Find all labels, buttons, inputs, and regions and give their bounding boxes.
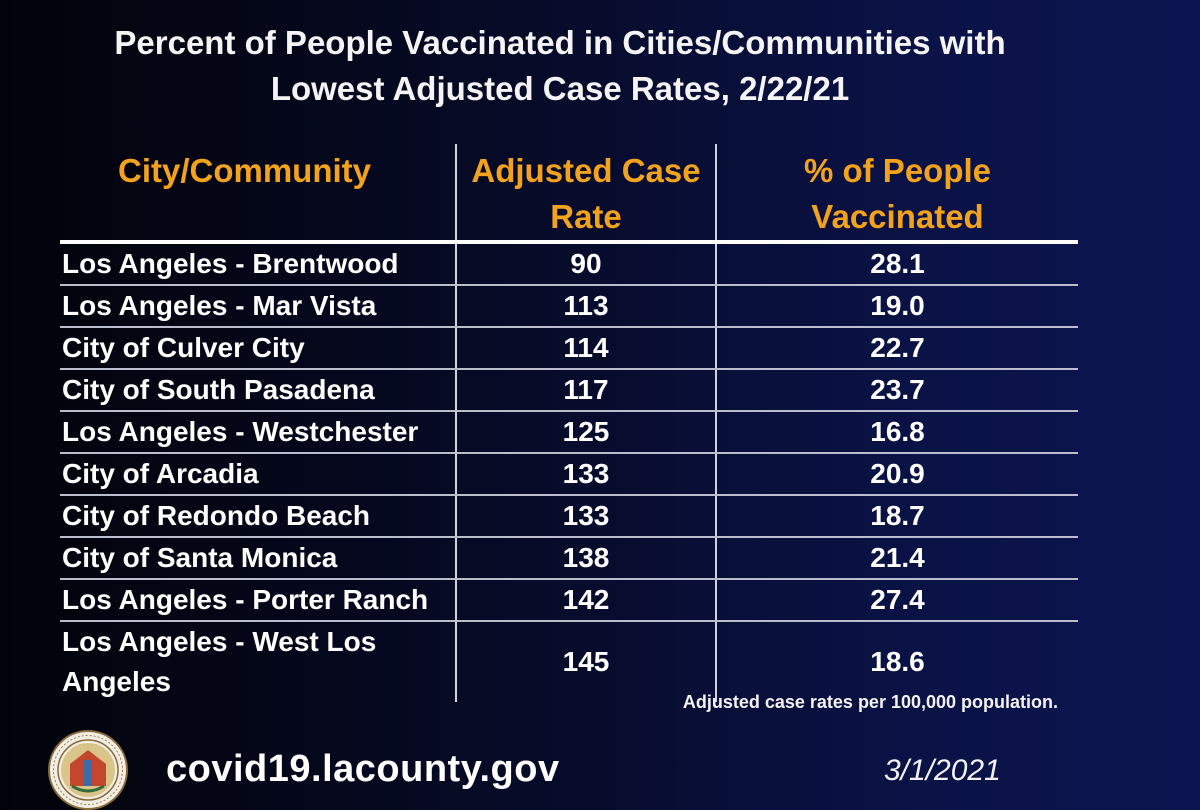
cell-community: Los Angeles - Porter Ranch <box>62 584 429 615</box>
cell-rate: 142 <box>455 580 715 620</box>
cell-rate: 133 <box>455 496 715 536</box>
cell-vaccinated: 19.0 <box>715 286 1078 326</box>
cell-community: City of Arcadia <box>62 458 259 489</box>
cell-community: City of Culver City <box>62 332 305 363</box>
cell-community: Los Angeles - Mar Vista <box>62 290 377 321</box>
table-row: City of South Pasadena 117 23.7 <box>60 370 1078 412</box>
cell-vaccinated: 18.7 <box>715 496 1078 536</box>
header-rate-line1: Adjusted Case <box>471 152 701 189</box>
cell-rate: 113 <box>455 286 715 326</box>
table-row: City of Arcadia 133 20.9 <box>60 454 1078 496</box>
header-vacc-line2: Vaccinated <box>811 198 984 235</box>
table-row: City of Redondo Beach 133 18.7 <box>60 496 1078 538</box>
table-row: City of Culver City 114 22.7 <box>60 328 1078 370</box>
cell-vaccinated: 28.1 <box>715 244 1078 284</box>
cell-community: Los Angeles - West Los Angeles <box>62 626 377 697</box>
footnote: Adjusted case rates per 100,000 populati… <box>682 692 1058 712</box>
slide-title-line1: Percent of People Vaccinated in Cities/C… <box>114 24 1006 61</box>
county-seal-icon <box>48 730 128 810</box>
table-header: City/Community Adjusted Case Rate % of P… <box>60 144 1078 244</box>
cell-community: Los Angeles - Brentwood <box>62 248 399 279</box>
data-table: City/Community Adjusted Case Rate % of P… <box>60 144 1078 702</box>
table-row: City of Santa Monica 138 21.4 <box>60 538 1078 580</box>
cell-vaccinated: 20.9 <box>715 454 1078 494</box>
cell-rate: 133 <box>455 454 715 494</box>
cell-community: Los Angeles - Westchester <box>62 416 419 447</box>
header-vaccinated: % of People Vaccinated <box>715 144 1078 240</box>
cell-vaccinated: 23.7 <box>715 370 1078 410</box>
table-row: Los Angeles - West Los Angeles 145 18.6 <box>60 622 1078 702</box>
cell-community: City of Santa Monica <box>62 542 338 573</box>
cell-rate: 90 <box>455 244 715 284</box>
slide-date: 3/1/2021 <box>884 754 1001 787</box>
cell-vaccinated: 21.4 <box>715 538 1078 578</box>
cell-rate: 117 <box>455 370 715 410</box>
header-rate-line2: Rate <box>550 198 622 235</box>
table-row: Los Angeles - Westchester 125 16.8 <box>60 412 1078 454</box>
cell-vaccinated: 27.4 <box>715 580 1078 620</box>
slide-title-line2: Lowest Adjusted Case Rates, 2/22/21 <box>270 70 850 107</box>
header-rate: Adjusted Case Rate <box>455 144 715 240</box>
header-community: City/Community <box>118 152 372 189</box>
cell-rate: 138 <box>455 538 715 578</box>
cell-rate: 145 <box>455 622 715 702</box>
cell-community: City of South Pasadena <box>62 374 375 405</box>
cell-vaccinated: 18.6 <box>715 622 1078 702</box>
cell-community: City of Redondo Beach <box>62 500 371 531</box>
header-vacc-line1: % of People <box>803 152 992 189</box>
website-url[interactable]: covid19.lacounty.gov <box>166 748 560 790</box>
table-row: Los Angeles - Porter Ranch 142 27.4 <box>60 580 1078 622</box>
table-row: Los Angeles - Mar Vista 113 19.0 <box>60 286 1078 328</box>
cell-vaccinated: 22.7 <box>715 328 1078 368</box>
cell-rate: 114 <box>455 328 715 368</box>
cell-vaccinated: 16.8 <box>715 412 1078 452</box>
cell-rate: 125 <box>455 412 715 452</box>
table-row: Los Angeles - Brentwood 90 28.1 <box>60 244 1078 286</box>
slide-title: Percent of People Vaccinated in Cities/C… <box>0 20 1120 112</box>
